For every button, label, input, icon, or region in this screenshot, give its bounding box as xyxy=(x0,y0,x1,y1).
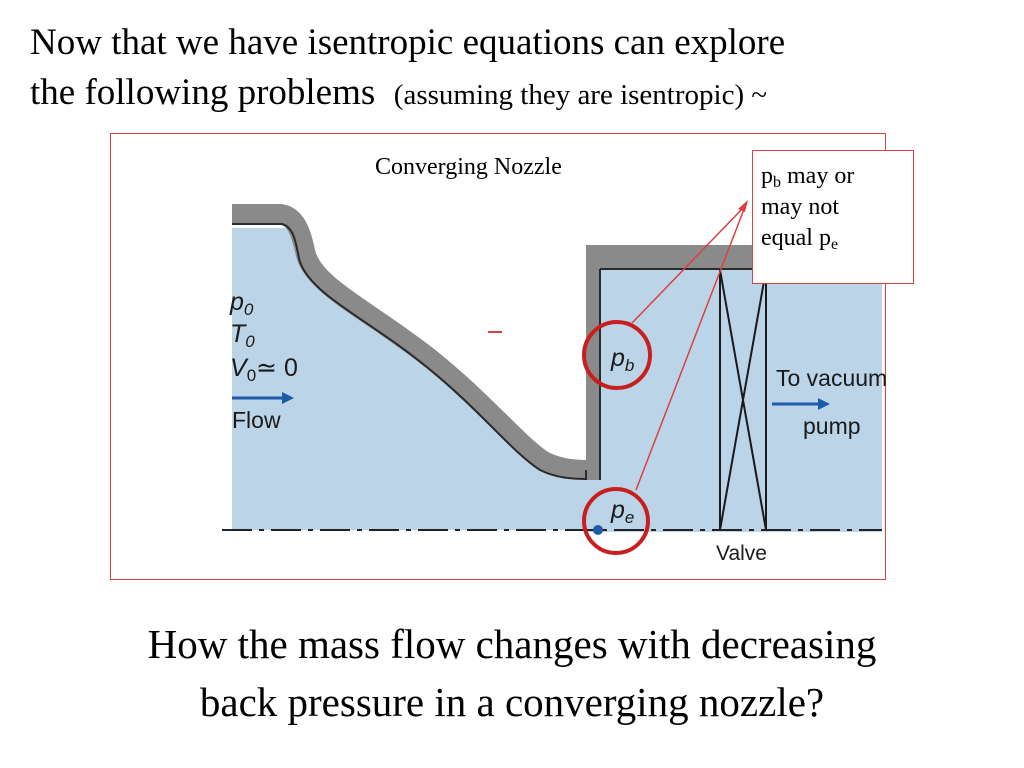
title-line-2-main: the following problems xyxy=(30,72,376,113)
pe-point xyxy=(593,525,603,535)
inlet-temperature-label: T0 xyxy=(230,320,255,351)
receiver-fluid-region xyxy=(586,270,882,532)
question-text: How the mass flow changes with decreasin… xyxy=(0,615,1024,731)
vacuum-arrow xyxy=(772,398,830,410)
question-line-1: How the mass flow changes with decreasin… xyxy=(147,621,877,667)
figure-caption: Converging Nozzle xyxy=(375,154,562,180)
vacuum-label-line-2: pump xyxy=(803,413,861,439)
pe-label: pe xyxy=(610,496,634,527)
callout-arrowhead xyxy=(738,200,748,212)
question-line-2: back pressure in a converging nozzle? xyxy=(199,679,825,725)
callout-line-3: equal pe xyxy=(761,225,839,253)
title-line-1: Now that we have isentropic equations ca… xyxy=(30,22,786,63)
title-line-2: the following problems (assuming they ar… xyxy=(30,68,1010,120)
pb-label: pb xyxy=(610,344,634,375)
receiver-outer-wall-vertical xyxy=(586,245,600,480)
slide-title: Now that we have isentropic equations ca… xyxy=(30,18,1010,120)
pe-highlight-circle xyxy=(582,487,650,555)
inlet-pressure-label: p0 xyxy=(229,288,254,319)
inlet-labels: p0 T0 V0≃ 0 xyxy=(229,288,298,385)
inlet-velocity-label: V0≃ 0 xyxy=(230,354,298,385)
title-line-2-sub: (assuming they are isentropic) ~ xyxy=(393,79,768,111)
callout-line-2: may not xyxy=(761,194,839,220)
flow-arrow xyxy=(232,392,294,404)
nozzle-fluid-region xyxy=(232,228,588,530)
callout-box: pb may or may not equal pe xyxy=(752,150,914,284)
callout-line-1: pb may or xyxy=(761,163,855,191)
flow-label: Flow xyxy=(232,407,281,433)
nozzle-wall xyxy=(232,204,589,480)
callout-pointer-lines xyxy=(631,203,747,491)
valve-label: Valve xyxy=(716,542,767,565)
pb-highlight-circle xyxy=(582,320,652,390)
valve xyxy=(719,269,767,531)
nozzle-wall-inner-edge xyxy=(232,223,589,480)
vacuum-label-line-1: To vacuum xyxy=(776,365,887,391)
